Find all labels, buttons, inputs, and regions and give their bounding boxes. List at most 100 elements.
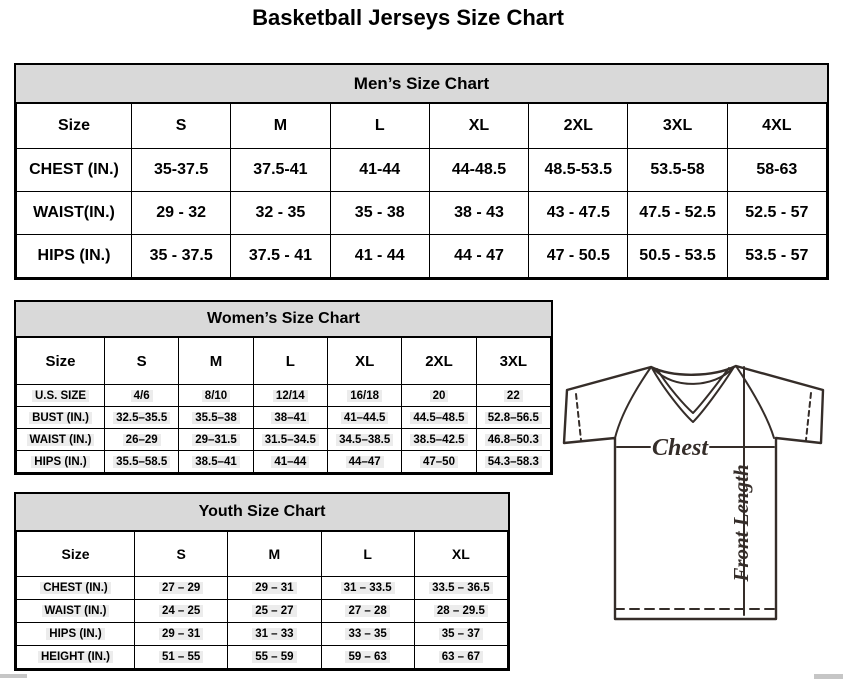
value-cell: 28 – 29.5 bbox=[413, 599, 509, 623]
cell-text: 55 – 59 bbox=[252, 651, 297, 663]
cell-text: 27 – 29 bbox=[158, 582, 204, 594]
value-cell: 29 – 31 bbox=[133, 622, 229, 646]
cell-text: HEIGHT (IN.) bbox=[38, 651, 113, 663]
value-cell: 29 – 31 bbox=[227, 576, 322, 600]
cell-text: 37.5-41 bbox=[253, 161, 308, 178]
womens-size-chart: Women’s Size Chart Size S M L XL 2XL 3XL U.S. S… bbox=[14, 300, 553, 475]
size-header-cell: S bbox=[133, 531, 229, 577]
value-cell: 38.5–41 bbox=[178, 450, 254, 473]
value-cell: 25 – 27 bbox=[227, 599, 322, 623]
size-header-cell: L bbox=[320, 531, 415, 577]
cell-text: 51 – 55 bbox=[158, 651, 204, 663]
row-label-cell: WAIST (IN.) bbox=[16, 428, 105, 451]
value-cell: 44 - 47 bbox=[428, 234, 530, 278]
right-shoulder-seam bbox=[735, 365, 775, 439]
value-cell: 58-63 bbox=[726, 148, 828, 192]
size-header-cell: 3XL bbox=[627, 103, 728, 149]
right-cuff-dashes bbox=[805, 392, 812, 441]
row-label-cell: BUST (IN.) bbox=[16, 406, 105, 429]
cell-text: 35.5–38 bbox=[192, 411, 240, 424]
table-row: WAIST (IN.) 26–29 29–31.5 31.5–34.5 34.5–38.… bbox=[16, 428, 552, 451]
value-cell: 52.5 - 57 bbox=[726, 191, 828, 235]
cell-text: HIPS (IN.) bbox=[46, 628, 105, 640]
cell-text: 47–50 bbox=[419, 455, 458, 468]
value-cell: 59 – 63 bbox=[320, 645, 415, 669]
row-label-cell: CHEST (IN.) bbox=[16, 148, 132, 192]
table-row: HEIGHT (IN.) 51 – 55 55 – 59 59 – 63 63 – 67 bbox=[16, 645, 509, 669]
value-cell: 31 – 33.5 bbox=[320, 576, 415, 600]
womens-chart-title: Women’s Size Chart bbox=[16, 302, 551, 337]
mens-size-chart: Men’s Size Chart Size S M L XL 2XL 3XL 4XL CHEST… bbox=[14, 63, 829, 280]
value-cell: 29–31.5 bbox=[178, 428, 254, 451]
cell-text: 41-44 bbox=[359, 161, 401, 178]
row-label-cell: CHEST (IN.) bbox=[16, 576, 135, 600]
cell-text: 52.5 - 57 bbox=[745, 204, 809, 221]
cell-text: 32 - 35 bbox=[255, 204, 306, 221]
cell-text: WAIST(IN.) bbox=[33, 204, 115, 221]
value-cell: 35.5–38 bbox=[178, 406, 254, 429]
value-cell: 47.5 - 52.5 bbox=[627, 191, 728, 235]
cell-text: 34.5–38.5 bbox=[336, 433, 394, 446]
value-cell: 26–29 bbox=[103, 428, 180, 451]
v-neck-outer bbox=[651, 366, 735, 423]
table-row: WAIST (IN.) 24 – 25 25 – 27 27 – 28 28 – 29.… bbox=[16, 599, 509, 623]
cell-text: 44.5–48.5 bbox=[410, 411, 468, 424]
cell-text: CHEST (IN.) bbox=[40, 582, 111, 594]
value-cell: 37.5 - 41 bbox=[230, 234, 331, 278]
value-cell: 38 - 43 bbox=[428, 191, 530, 235]
size-header-cell: 3XL bbox=[475, 337, 552, 385]
size-header-cell: XL bbox=[428, 103, 530, 149]
value-cell: 44.5–48.5 bbox=[401, 406, 477, 429]
value-cell: 44–47 bbox=[326, 450, 403, 473]
value-cell: 35 - 37.5 bbox=[130, 234, 232, 278]
value-cell: 29 - 32 bbox=[130, 191, 232, 235]
size-header-cell: L bbox=[329, 103, 430, 149]
value-cell: 53.5 - 57 bbox=[726, 234, 828, 278]
table-row: BUST (IN.) 32.5–35.5 35.5–38 38–41 41–44.5 44… bbox=[16, 406, 552, 429]
table-row: HIPS (IN.) 35.5–58.5 38.5–41 41–44 44–47 47–5… bbox=[16, 450, 552, 473]
row-label-cell: HEIGHT (IN.) bbox=[16, 645, 135, 669]
cell-text: WAIST (IN.) bbox=[26, 433, 95, 446]
value-cell: 55 – 59 bbox=[227, 645, 322, 669]
row-label-cell: HIPS (IN.) bbox=[16, 234, 132, 278]
cell-text: 43 - 47.5 bbox=[546, 204, 610, 221]
cell-text: 8/10 bbox=[201, 389, 231, 402]
cell-text: 50.5 - 53.5 bbox=[639, 247, 716, 264]
cell-text: 26–29 bbox=[122, 433, 161, 446]
jersey-diagram-svg: Chest Front Length bbox=[562, 364, 825, 621]
size-header-cell: 2XL bbox=[401, 337, 477, 385]
size-header-cell: M bbox=[178, 337, 254, 385]
value-cell: 8/10 bbox=[178, 384, 254, 407]
cell-text: U.S. SIZE bbox=[31, 389, 90, 402]
youth-chart-title: Youth Size Chart bbox=[16, 494, 508, 531]
cell-text: 58-63 bbox=[756, 161, 798, 178]
row-label-cell: HIPS (IN.) bbox=[16, 622, 135, 646]
cell-text: HIPS (IN.) bbox=[31, 455, 90, 468]
cell-text: CHEST (IN.) bbox=[29, 161, 119, 178]
cell-text: 38.5–41 bbox=[192, 455, 240, 468]
cell-text: WAIST (IN.) bbox=[41, 605, 110, 617]
value-cell: 41–44.5 bbox=[326, 406, 403, 429]
value-cell: 41-44 bbox=[329, 148, 430, 192]
size-header-label: Size bbox=[16, 337, 105, 385]
left-shoulder-seam bbox=[614, 366, 652, 439]
cell-text: 25 – 27 bbox=[252, 605, 297, 617]
cell-text: 41 - 44 bbox=[354, 247, 405, 264]
value-cell: 31 – 33 bbox=[227, 622, 322, 646]
value-cell: 53.5-58 bbox=[627, 148, 728, 192]
value-cell: 50.5 - 53.5 bbox=[627, 234, 728, 278]
cell-text: 29 - 32 bbox=[156, 204, 207, 221]
cell-text: HIPS (IN.) bbox=[37, 247, 111, 264]
size-header-cell: XL bbox=[326, 337, 403, 385]
value-cell: 32 - 35 bbox=[230, 191, 331, 235]
value-cell: 27 – 28 bbox=[320, 599, 415, 623]
value-cell: 37.5-41 bbox=[230, 148, 331, 192]
cell-text: 12/14 bbox=[272, 389, 308, 402]
cell-text: 31 – 33 bbox=[252, 628, 297, 640]
value-cell: 43 - 47.5 bbox=[528, 191, 629, 235]
v-neck-inner bbox=[656, 367, 730, 414]
value-cell: 63 – 67 bbox=[413, 645, 509, 669]
cell-text: 35 – 37 bbox=[438, 628, 484, 640]
table-row: WAIST(IN.) 29 - 32 32 - 35 35 - 38 38 - 43 43… bbox=[16, 191, 828, 235]
value-cell: 34.5–38.5 bbox=[326, 428, 403, 451]
